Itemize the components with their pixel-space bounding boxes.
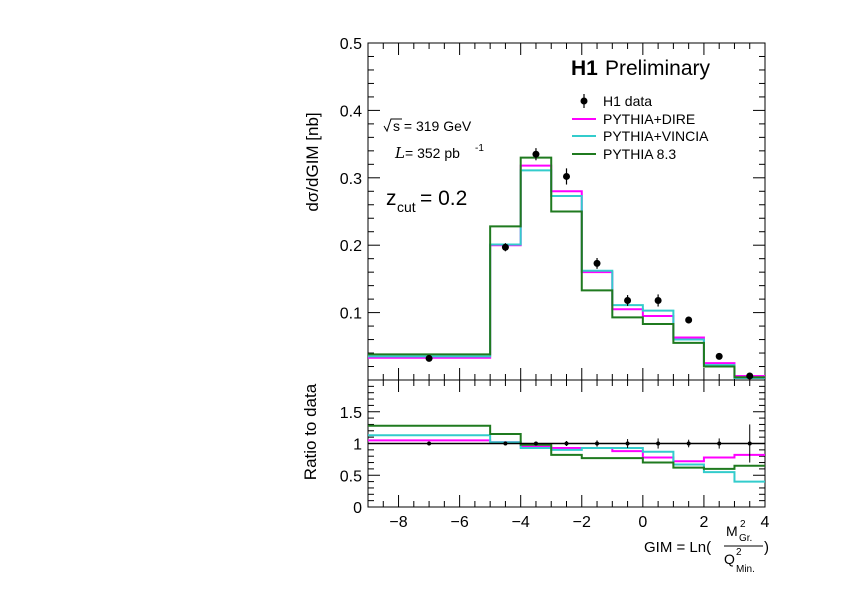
sqrt-symbol (383, 118, 402, 133)
ratio-data-point (564, 441, 569, 446)
legend-label-pythia83: PYTHIA 8.3 (603, 146, 676, 162)
ratio-data-point (503, 441, 508, 446)
main-data-point (685, 316, 693, 324)
main-y-tick-label: 0.3 (340, 171, 362, 188)
zcut-value: = 0.2 (420, 187, 467, 210)
ratio-y-axis-title: Ratio to data (301, 383, 320, 480)
zcut-annotation: z cut = 0.2 (386, 187, 467, 215)
x-tick-label: 2 (699, 514, 708, 531)
legend-entry-h1-data: H1 data (580, 93, 652, 109)
x-axis-title-close: ) (764, 539, 769, 556)
main-y-tick-labels: 0.1 0.2 0.3 0.4 0.5 (340, 36, 362, 323)
zcut-sub: cut (397, 199, 416, 215)
zcut-z: z (386, 187, 397, 210)
main-axis-ticks (367, 42, 766, 381)
main-y-tick-label: 0.1 (340, 306, 362, 323)
main-data-point (563, 172, 570, 180)
x-axis-title: GIM = Ln( M 2 Gr. Q 2 Min. ) (644, 519, 769, 575)
main-data-point (593, 259, 601, 267)
ratio-data-point (533, 441, 538, 446)
x-axis-title-num-sub: Gr. (739, 533, 752, 544)
legend-label-vincia: PYTHIA+VINCIA (603, 128, 709, 144)
lumi-value: = 352 pb (405, 145, 460, 161)
legend-entry-pythia83: PYTHIA 8.3 (572, 146, 676, 162)
ratio-data-point (595, 441, 600, 446)
x-tick-label: 0 (638, 514, 647, 531)
lumi-symbol: L (394, 144, 405, 162)
main-data-points (425, 148, 754, 380)
ratio-series-group (368, 424, 765, 483)
ratio-y-tick-label: 0 (353, 500, 362, 517)
x-tick-label: 4 (761, 514, 770, 531)
main-y-tick-label: 0.2 (340, 238, 362, 255)
main-data-point (624, 296, 632, 304)
main-series-group (368, 156, 765, 379)
ratio-y-tick-label: 0.5 (340, 468, 362, 485)
legend-data-marker (580, 97, 588, 105)
x-axis-title-den: Q (724, 551, 735, 567)
ratio-data-point (686, 441, 691, 446)
legend: H1 data PYTHIA+DIRE PYTHIA+VINCIA PYTHIA… (572, 93, 709, 162)
x-tick-label: −2 (573, 514, 591, 531)
x-axis-title-base: GIM = Ln( (644, 539, 711, 556)
x-tick-labels: −8 −6 −4 −2 0 2 4 (389, 514, 769, 531)
main-y-tick-label: 0.5 (340, 36, 362, 53)
ratio-data-point (625, 441, 630, 446)
energy-annotation: s = 319 GeV (383, 118, 472, 134)
legend-entry-vincia: PYTHIA+VINCIA (572, 128, 709, 144)
luminosity-annotation: L = 352 pb -1 (394, 143, 484, 162)
main-data-point (746, 372, 754, 380)
ratio-data-point (656, 441, 661, 446)
h1-preliminary-logo: H1 Preliminary (571, 57, 711, 80)
main-data-point (501, 243, 509, 251)
ratio-series-line-2 (368, 424, 765, 470)
x-tick-label: −4 (512, 514, 530, 531)
ratio-data-point (717, 441, 722, 446)
x-axis-title-den-sub: Min. (736, 564, 755, 575)
logo-h1: H1 (571, 57, 598, 80)
ratio-data-points (427, 424, 752, 463)
x-axis-title-num: M (726, 523, 738, 539)
logo-preliminary: Preliminary (605, 57, 711, 80)
ratio-axis-ticks (367, 379, 766, 508)
ratio-data-point (427, 441, 432, 446)
x-axis-title-den-sup: 2 (736, 547, 742, 558)
ratio-y-tick-label: 1 (353, 437, 362, 454)
x-axis-title-num-sup: 2 (740, 519, 746, 530)
legend-entry-dire: PYTHIA+DIRE (572, 111, 695, 127)
lumi-exponent: -1 (475, 143, 484, 154)
x-tick-label: −8 (389, 514, 407, 531)
main-y-axis-title: dσ/dGIM [nb] (303, 112, 322, 211)
legend-label-h1-data: H1 data (603, 93, 652, 109)
legend-label-dire: PYTHIA+DIRE (603, 111, 695, 127)
sqrt-s-text: s = 319 GeV (393, 118, 472, 134)
ratio-y-tick-label: 1.5 (340, 405, 362, 422)
main-series-line-2 (368, 156, 765, 379)
main-data-point (425, 354, 433, 362)
main-data-point (654, 296, 662, 304)
main-data-point (532, 150, 540, 158)
ratio-y-tick-labels: 0 0.5 1 1.5 (340, 405, 362, 517)
main-data-point (715, 352, 723, 360)
main-y-tick-label: 0.4 (340, 103, 362, 120)
x-tick-label: −6 (450, 514, 468, 531)
ratio-data-point (747, 441, 752, 446)
